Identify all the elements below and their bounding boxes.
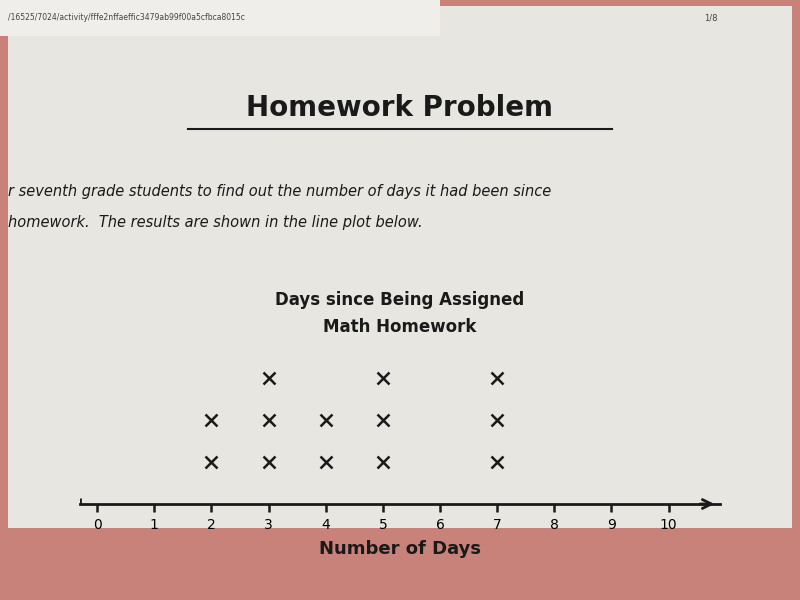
Text: Math Homework: Math Homework xyxy=(323,318,477,336)
Text: Days since Being Assigned: Days since Being Assigned xyxy=(275,291,525,309)
Text: homework.  The results are shown in the line plot below.: homework. The results are shown in the l… xyxy=(8,214,422,229)
Text: r seventh grade students to find out the number of days it had been since: r seventh grade students to find out the… xyxy=(8,184,551,199)
X-axis label: Number of Days: Number of Days xyxy=(319,540,481,558)
Text: 1/8: 1/8 xyxy=(704,13,718,22)
Text: /16525/7024/activity/fffe2nffaeffic3479ab99f00a5cfbca8015c: /16525/7024/activity/fffe2nffaeffic3479a… xyxy=(8,13,245,22)
Text: Homework Problem: Homework Problem xyxy=(246,94,554,122)
